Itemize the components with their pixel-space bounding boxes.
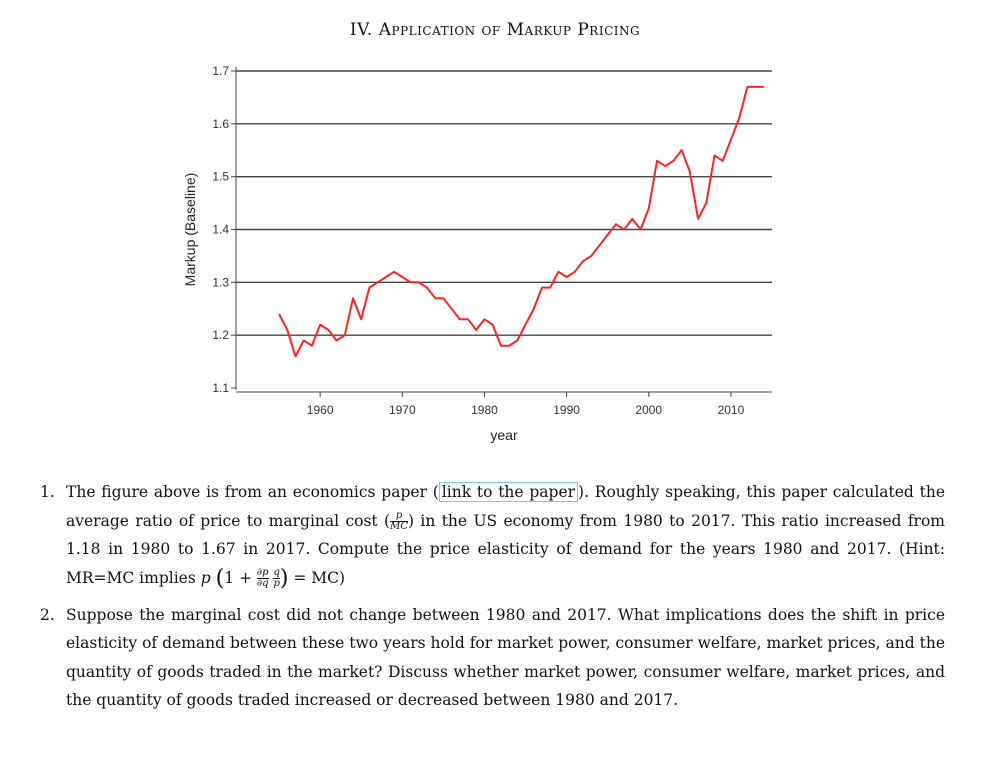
x-axis-label: year (490, 427, 518, 443)
y-axis-label: Markup (Baseline) (182, 173, 198, 287)
question-text: Suppose the marginal cost did not change… (66, 605, 945, 710)
paper-link[interactable]: link to the paper (438, 482, 579, 502)
axes (231, 67, 772, 397)
fraction-numerator: q (273, 567, 280, 578)
y-tick-label: 1.7 (212, 64, 229, 78)
section-heading: IV. Application of Markup Pricing (0, 20, 990, 40)
x-tick-label: 2010 (718, 403, 745, 417)
y-tick-label: 1.1 (212, 381, 229, 395)
y-tick-label: 1.4 (212, 223, 229, 237)
x-tick-label: 1970 (389, 403, 416, 417)
derivative-fraction: ∂p ∂q (256, 567, 269, 589)
section-title: Application of Markup Pricing (378, 20, 641, 40)
question-1: 1. The figure above is from an economics… (40, 478, 945, 593)
tick-labels: 1.1 1.2 1.3 1.4 1.5 1.6 1.7 1960 1970 1980 1990 200… (212, 64, 744, 417)
x-tick-label: 2000 (635, 403, 662, 417)
y-tick-label: 1.6 (212, 117, 229, 131)
question-number: 2. (40, 605, 55, 624)
fraction-denominator: p (273, 578, 280, 589)
hint-one-plus: 1 + (224, 568, 252, 587)
section-number: IV. (349, 20, 373, 40)
fraction-numerator: p (395, 510, 403, 521)
price-mc-fraction: p MC (390, 511, 408, 532)
y-tick-label: 1.3 (212, 275, 229, 289)
grid-lines (236, 70, 772, 336)
x-tick-label: 1960 (307, 403, 334, 417)
fraction-denominator: ∂q (256, 578, 269, 589)
y-tick-label: 1.5 (212, 170, 229, 184)
hint-price-symbol: p (200, 568, 211, 587)
question-text: The figure above is from an economics pa… (66, 483, 439, 501)
fraction-numerator: ∂p (256, 567, 269, 578)
markup-series-line (278, 85, 764, 358)
hint-end: = MC) (293, 568, 346, 587)
question-number: 1. (40, 483, 55, 501)
paren-open: ( (215, 565, 225, 591)
series-group (278, 85, 764, 358)
x-tick-label: 1990 (553, 403, 580, 417)
x-tick-label: 1980 (471, 403, 498, 417)
paren-close: ) (279, 565, 289, 591)
question-text: ). Roughly speaking, this paper calculat… (66, 483, 946, 530)
question-list: 1. The figure above is from an economics… (40, 478, 945, 723)
markup-line-chart: 1.1 1.2 1.3 1.4 1.5 1.6 1.7 1960 1970 1980 1990 200… (182, 64, 772, 443)
y-tick-label: 1.2 (212, 328, 229, 342)
question-2: 2. Suppose the marginal cost did not cha… (40, 601, 945, 715)
fraction-denominator: MC (390, 521, 408, 532)
question-text: ) in the US economy from 1980 to 2017. T… (66, 511, 945, 587)
